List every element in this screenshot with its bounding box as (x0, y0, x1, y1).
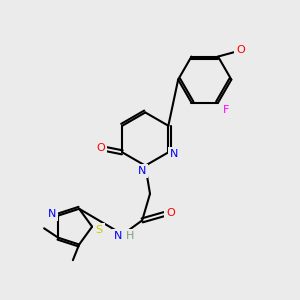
Text: O: O (236, 45, 245, 55)
Text: N: N (170, 149, 178, 159)
Text: O: O (97, 143, 105, 153)
Text: F: F (223, 106, 229, 116)
Text: N: N (114, 231, 122, 241)
Text: S: S (95, 225, 103, 235)
Text: H: H (125, 231, 134, 241)
Text: O: O (166, 208, 175, 218)
Text: N: N (138, 166, 146, 176)
Text: N: N (48, 209, 56, 219)
